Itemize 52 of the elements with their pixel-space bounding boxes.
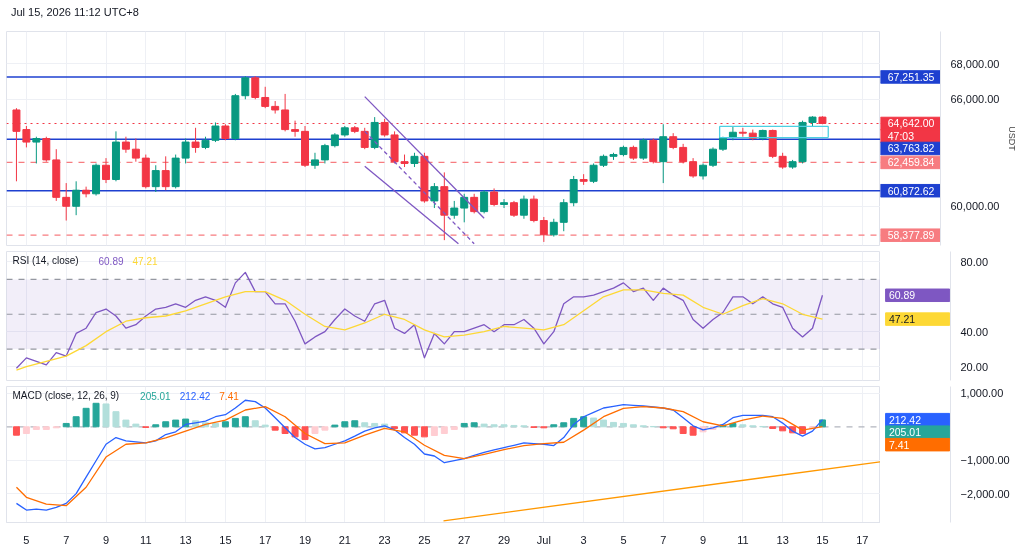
x-tick-label: 7	[63, 533, 70, 546]
x-tick-label: 13	[179, 533, 192, 546]
text: 60.89	[888, 289, 916, 302]
x-tick-label: 19	[298, 533, 312, 546]
x-tick-label: 23	[378, 533, 391, 546]
y-tick-label: −1,000.00	[960, 454, 1010, 467]
text: 7.41	[888, 438, 910, 451]
ref-line-label: 62,459.84	[887, 156, 935, 169]
text: 60.89	[98, 255, 124, 267]
ref-line-label: 67,251.35	[887, 70, 935, 83]
ref-line-label: 58,377.89	[887, 229, 935, 242]
text: 212.42	[888, 413, 922, 426]
ref-line-label: 64,642.00	[887, 117, 935, 130]
x-tick-label: 11	[140, 533, 152, 546]
x-tick-label: 17	[259, 533, 272, 546]
text: 47:03	[887, 129, 915, 142]
x-tick-label: 15	[219, 533, 232, 546]
y-tick-label: 20.00	[960, 360, 989, 373]
chart-title: MACD (close, 12, 26, 9)	[12, 390, 120, 401]
chart-title: RSI (14, close)	[12, 255, 79, 266]
x-tick-label: 27	[458, 533, 471, 546]
ref-line-label: 60,872.62	[887, 184, 935, 197]
y-axis-title: USDT	[1007, 126, 1018, 152]
x-tick-label: 15	[816, 533, 829, 546]
x-tick-label: 5	[23, 533, 30, 546]
y-tick-label: 60,000.00	[950, 200, 1000, 213]
x-tick-label: 17	[856, 533, 869, 546]
x-tick-label: 9	[699, 533, 707, 546]
text: 205.01	[888, 426, 922, 439]
series-label: 212.42	[179, 390, 211, 402]
y-tick-label: 1,000.00	[960, 387, 1004, 400]
x-tick-label: Jul	[536, 533, 551, 546]
y-tick-label: 66,000.00	[950, 93, 1000, 106]
x-tick-label: 5	[620, 533, 627, 546]
y-tick-label: −2,000.00	[960, 487, 1010, 500]
y-tick-label: 40.00	[960, 325, 989, 338]
text: 47.21	[888, 313, 916, 326]
y-tick-label: 80.00	[960, 255, 989, 268]
x-tick-label: 13	[776, 533, 789, 546]
x-tick-label: 11	[737, 533, 749, 546]
x-tick-label: 3	[580, 533, 587, 546]
x-tick-label: 7	[660, 533, 667, 546]
ref-line-label: 63,763.82	[887, 142, 935, 155]
x-tick-label: 21	[338, 533, 351, 546]
x-tick-label: 25	[418, 533, 431, 546]
chart-title: Jul 15, 2026 11:12 UTC+8	[11, 5, 139, 20]
series-label: 205.01	[140, 390, 172, 402]
text: 47.21	[132, 255, 158, 267]
x-tick-label: 29	[497, 533, 511, 546]
x-tick-label: 9	[102, 533, 110, 546]
y-tick-label: 68,000.00	[950, 57, 1000, 70]
series-label: 7.41	[219, 390, 240, 402]
